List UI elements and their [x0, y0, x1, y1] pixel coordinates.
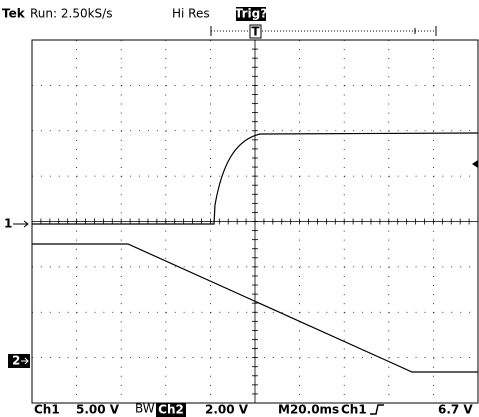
trigger-pos-box: [249, 24, 262, 39]
trigger-level-arrow: [472, 160, 478, 168]
ch1-label: Ch1: [34, 403, 60, 417]
ch2-scale: 2.00 V: [205, 403, 249, 417]
ch2-ground-marker: 2: [12, 354, 20, 368]
ch2-label-box: [156, 403, 186, 417]
ch2-marker-box: [8, 354, 30, 368]
ch1-arrow: [13, 220, 29, 228]
ch2-trace: [32, 243, 478, 373]
timebase: M20.0ms: [278, 403, 339, 417]
ch1-trace: [32, 132, 479, 225]
trigger-box: [236, 7, 266, 21]
trigger-pos: T: [251, 25, 260, 39]
trig-level: 6.7 V: [438, 403, 473, 417]
graticule: [31, 39, 479, 404]
trigger-status: Trig?: [235, 7, 267, 21]
trig-source: Ch1: [341, 403, 367, 417]
trig-slope-icon: [370, 404, 384, 415]
ch2-label: Ch2: [158, 403, 184, 417]
ch2-arrow: [21, 357, 29, 365]
graticule-frame: [31, 39, 479, 404]
mode: Hi Res: [172, 7, 210, 21]
ch1-scale: 5.00 V: [76, 403, 120, 417]
bw-label: BW: [135, 402, 155, 416]
status: Run: 2.50kS/s: [30, 7, 112, 21]
ch1-ground-marker: 1: [4, 217, 12, 231]
brand: Tek: [2, 7, 26, 21]
